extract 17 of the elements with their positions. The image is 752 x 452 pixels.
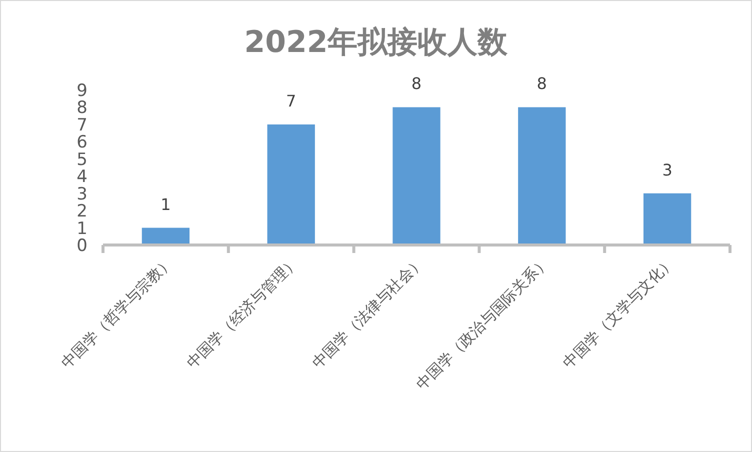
data-label: 1 [160, 194, 171, 214]
y-tick-label: 0 [76, 236, 88, 256]
x-tick-label: 中国学（文学与文化） [559, 253, 678, 372]
bar [518, 107, 566, 245]
bar [392, 107, 440, 245]
data-label: 3 [662, 160, 672, 180]
data-label: 7 [286, 91, 296, 110]
data-label: 8 [536, 74, 547, 94]
plot: 1 7 8 8 3 [142, 74, 692, 245]
bar [142, 228, 190, 245]
data-label: 8 [411, 74, 422, 94]
y-tick-label: 9 [76, 81, 88, 101]
bar [643, 193, 692, 245]
x-tick-label: 中国学（哲学与宗教） [58, 253, 177, 372]
x-tick-label: 中国学（经济与管理） [183, 253, 302, 372]
chart-title: 2022年拟接收人数 [244, 25, 509, 60]
bar [267, 124, 315, 245]
